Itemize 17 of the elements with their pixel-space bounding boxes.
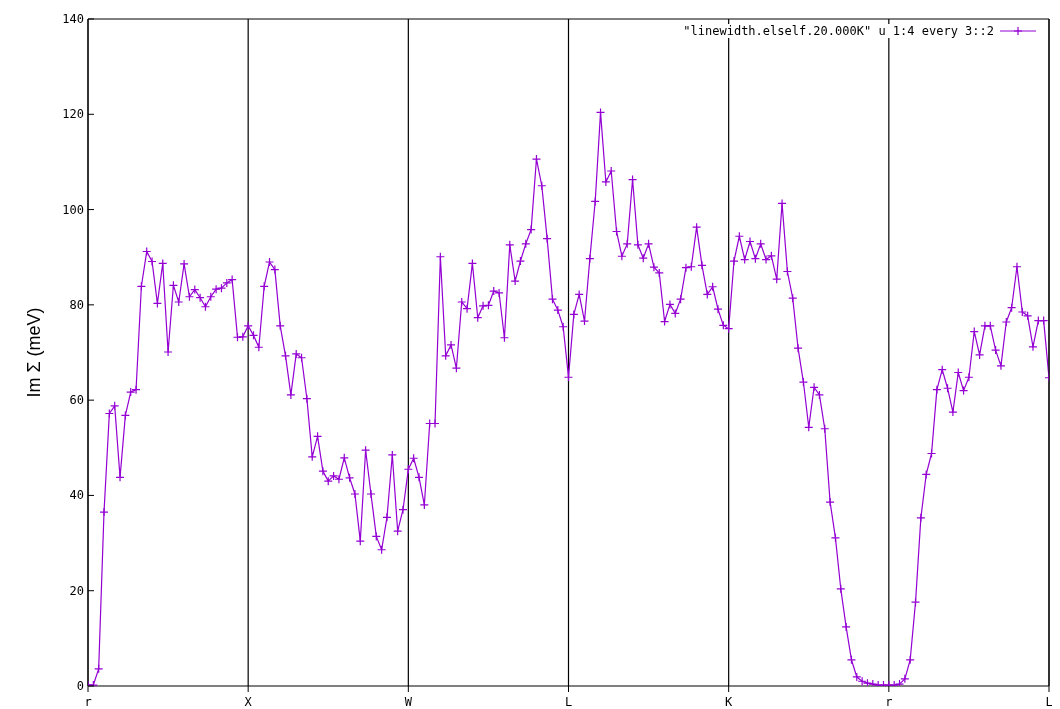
- y-tick-label: 40: [69, 488, 84, 503]
- x-tick-label: X: [244, 695, 253, 709]
- y-tick-label: 140: [62, 12, 84, 26]
- y-tick-label: 20: [69, 583, 84, 598]
- y-tick-label: 80: [69, 297, 84, 312]
- x-tick-label: W: [404, 695, 413, 709]
- x-tick-label: r: [84, 695, 92, 709]
- x-tick-label: L: [1045, 695, 1053, 709]
- y-tick-label: 100: [62, 202, 84, 217]
- x-tick-label: r: [885, 695, 893, 709]
- legend-label: "linewidth.elself.20.000K" u 1:4 every 3::2: [683, 24, 994, 38]
- y-tick-label: 60: [69, 393, 84, 408]
- y-tick-label: 120: [62, 107, 84, 122]
- x-tick-label: K: [725, 695, 734, 709]
- x-tick-label: L: [564, 695, 573, 709]
- y-tick-label: 0: [76, 679, 84, 693]
- y-axis-title: Im Σ (meV): [24, 307, 45, 398]
